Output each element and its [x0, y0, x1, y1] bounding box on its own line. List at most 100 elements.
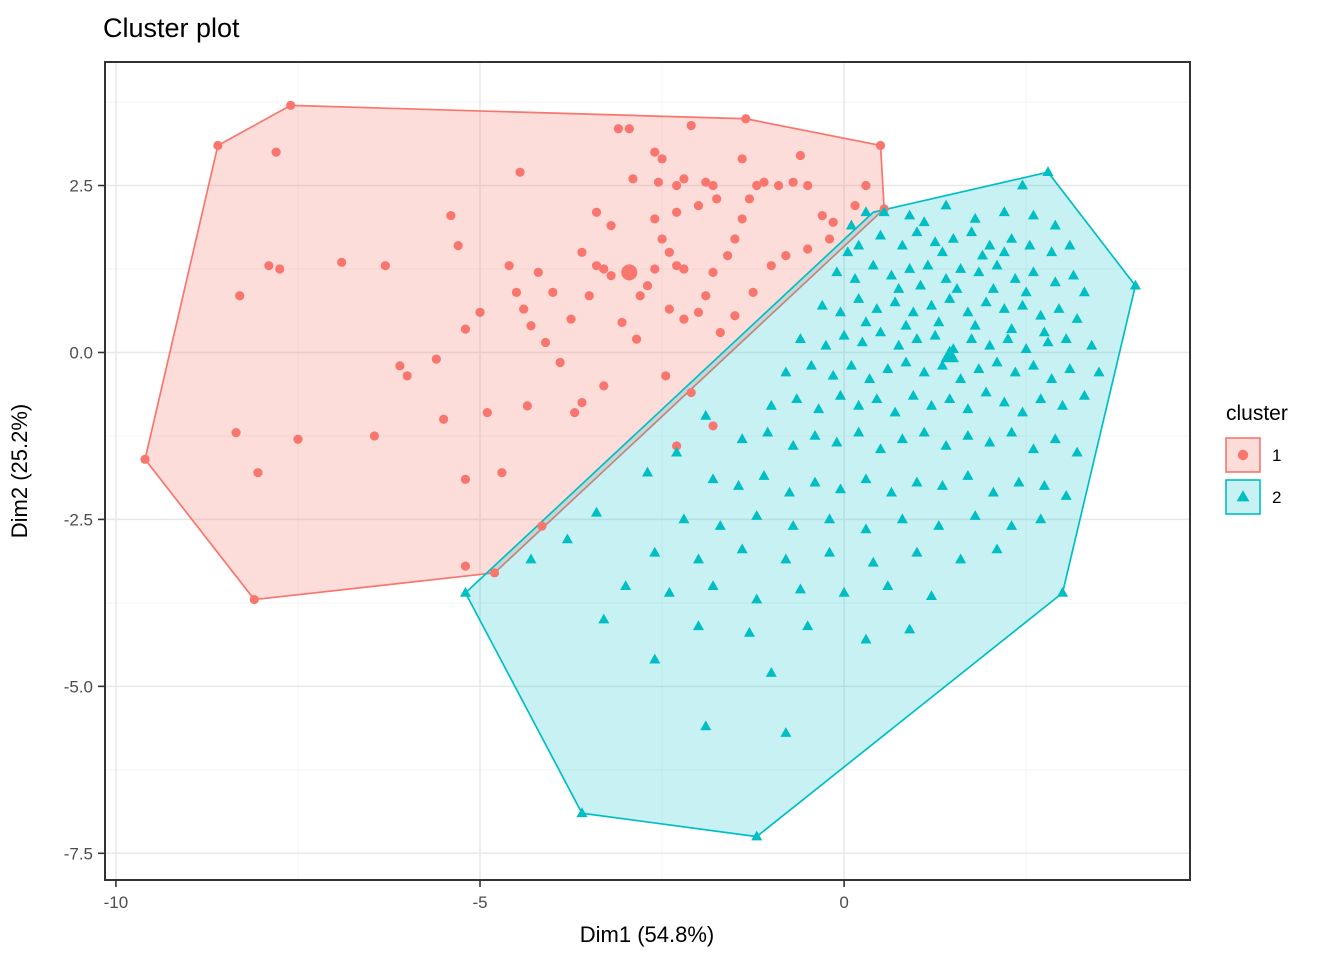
- data-point: [672, 441, 682, 451]
- data-point: [1057, 399, 1069, 410]
- data-point: [955, 373, 967, 384]
- data-point: [1006, 232, 1018, 243]
- data-point: [951, 283, 963, 293]
- data-point: [875, 443, 887, 454]
- data-point: [708, 421, 718, 431]
- data-point: [973, 266, 985, 277]
- data-point: [641, 466, 654, 477]
- data-point: [707, 473, 719, 484]
- data-point: [893, 339, 905, 350]
- data-point: [824, 513, 836, 524]
- data-point: [730, 311, 740, 321]
- data-point: [748, 287, 758, 297]
- data-point: [831, 266, 843, 277]
- data-point: [787, 439, 799, 450]
- data-point: [286, 100, 296, 111]
- data-point: [817, 210, 827, 221]
- data-point: [617, 317, 627, 328]
- data-point: [918, 426, 930, 437]
- data-point: [730, 234, 740, 244]
- data-point: [966, 333, 978, 343]
- data-point: [591, 261, 602, 271]
- data-point: [987, 283, 999, 293]
- data-point: [900, 319, 912, 330]
- legend-triangle-icon: [1236, 490, 1250, 502]
- y-tick-label: -2.5: [64, 510, 93, 529]
- data-point: [896, 433, 908, 444]
- x-tick-label: -10: [104, 893, 129, 912]
- data-point: [751, 593, 763, 604]
- data-point: [918, 366, 930, 377]
- data-point: [657, 154, 667, 164]
- data-point: [904, 209, 916, 220]
- data-point: [911, 226, 923, 237]
- data-point: [649, 653, 661, 664]
- data-point: [701, 177, 711, 187]
- data-point: [708, 267, 718, 277]
- data-point: [794, 583, 806, 594]
- legend-label-cluster1: 1: [1272, 446, 1281, 465]
- data-point: [871, 393, 883, 404]
- data-point: [787, 520, 799, 530]
- data-point: [606, 221, 616, 231]
- data-point: [875, 229, 887, 240]
- data-point: [540, 337, 551, 348]
- cluster2-hull: [464, 171, 1137, 838]
- data-point: [1129, 279, 1141, 290]
- data-point: [1016, 406, 1029, 417]
- data-point: [522, 401, 532, 411]
- data-point: [744, 194, 755, 204]
- data-point: [834, 306, 846, 317]
- data-point: [861, 180, 871, 191]
- data-point: [402, 371, 412, 381]
- data-point: [933, 520, 945, 530]
- data-point: [805, 359, 817, 370]
- data-point: [707, 580, 719, 591]
- data-point: [275, 264, 285, 274]
- data-point: [896, 239, 908, 250]
- data-point: [773, 180, 784, 191]
- data-point: [918, 216, 930, 227]
- data-point: [526, 321, 536, 331]
- data-point: [1035, 513, 1047, 524]
- data-point: [714, 520, 726, 530]
- data-point: [679, 314, 689, 324]
- data-point: [791, 393, 803, 404]
- data-point: [1020, 343, 1032, 353]
- data-point: [489, 568, 500, 578]
- data-point: [1071, 313, 1083, 323]
- y-axis-label: Dim2 (25.2%): [7, 404, 32, 538]
- data-point: [1049, 276, 1061, 287]
- panel-border: [104, 61, 1191, 881]
- data-point: [969, 510, 981, 520]
- data-point: [598, 613, 610, 624]
- data-point: [962, 306, 974, 317]
- x-tick-label: -5: [472, 893, 487, 912]
- data-point: [140, 454, 150, 464]
- data-point: [1078, 389, 1090, 400]
- data-point: [561, 533, 573, 544]
- data-point: [827, 369, 839, 380]
- data-point: [882, 363, 894, 374]
- data-point: [911, 333, 923, 343]
- data-point: [504, 261, 514, 271]
- data-point: [1016, 179, 1029, 190]
- data-point: [969, 212, 981, 223]
- data-point: [752, 180, 762, 191]
- data-point: [663, 586, 675, 597]
- data-point: [940, 199, 952, 210]
- data-point: [715, 327, 725, 338]
- data-point: [723, 251, 733, 261]
- data-point: [803, 180, 813, 191]
- data-point: [860, 633, 872, 644]
- data-point: [998, 396, 1010, 407]
- data-point: [758, 470, 770, 480]
- data-point: [515, 167, 525, 177]
- data-point: [664, 247, 674, 257]
- data-point: [976, 249, 988, 260]
- data-point: [231, 428, 241, 438]
- y-tick-label: 2.5: [69, 177, 93, 196]
- data-point: [936, 480, 948, 490]
- data-point: [1049, 219, 1061, 230]
- data-point: [525, 553, 537, 564]
